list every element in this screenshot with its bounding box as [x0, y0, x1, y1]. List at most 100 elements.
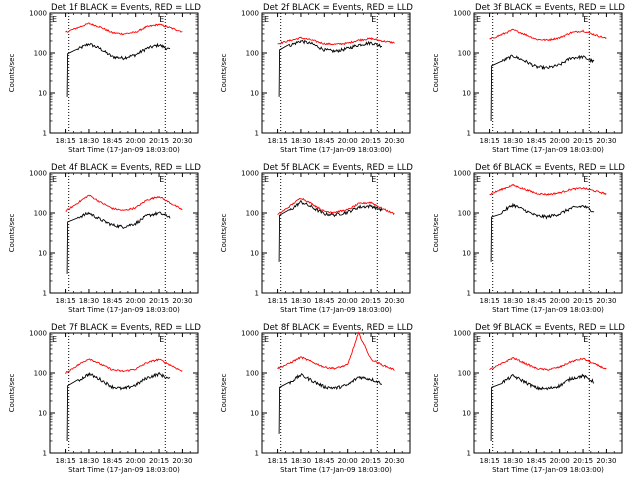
x-tick-label: 18:30 — [503, 457, 523, 465]
y-tick-label: 10 — [462, 90, 471, 98]
x-axis-label: Start Time (17-Jan-09 18:03:00) — [68, 306, 180, 314]
y-tick-label: 10 — [250, 250, 259, 258]
series-line-lld — [65, 358, 183, 374]
y-tick-label: 1000 — [453, 170, 471, 178]
x-tick-label: 20:15 — [573, 297, 593, 305]
x-tick-label: 20:30 — [384, 457, 404, 465]
plot-frame — [473, 332, 623, 454]
y-tick-label: 1000 — [241, 170, 259, 178]
x-tick-label: 18:30 — [79, 457, 99, 465]
series-line-events — [66, 210, 171, 274]
y-tick-label: 100 — [458, 50, 471, 58]
x-tick-label: 18:45 — [102, 137, 122, 145]
panel-7: Det 7f BLACK = Events, RED = LLD 1 10 100 10… — [8, 323, 201, 474]
plot-frame — [49, 332, 199, 454]
y-axis-label: Counts/sec — [8, 214, 16, 253]
x-tick-label: 18:15 — [267, 137, 287, 145]
x-tick-label: 18:15 — [479, 297, 499, 305]
x-tick-label: 20:15 — [573, 137, 593, 145]
x-tick-label: 18:45 — [314, 297, 334, 305]
panel-title: Det 6f BLACK = Events, RED = LLD — [475, 163, 625, 173]
series-line-events — [278, 372, 383, 434]
panel-title: Det 2f BLACK = Events, RED = LLD — [263, 3, 413, 13]
eclipse-marker-end: E — [371, 175, 376, 184]
x-tick-label: 20:00 — [126, 457, 146, 465]
x-tick-label: 20:30 — [596, 137, 616, 145]
x-tick-label: 20:00 — [338, 457, 358, 465]
eclipse-marker-start: E — [264, 335, 269, 344]
eclipse-marker-start: E — [264, 15, 269, 24]
y-tick-label: 1000 — [29, 170, 47, 178]
y-axis-label: Counts/sec — [8, 374, 16, 413]
series-line-lld — [65, 194, 183, 212]
x-tick-label: 20:00 — [338, 137, 358, 145]
plot-frame — [473, 12, 623, 134]
x-tick-label: 20:15 — [149, 457, 169, 465]
panel-title: Det 5f BLACK = Events, RED = LLD — [263, 163, 413, 173]
y-tick-label: 1 — [255, 290, 259, 298]
eclipse-marker-start: E — [476, 335, 481, 344]
x-tick-label: 18:30 — [79, 137, 99, 145]
x-tick-label: 20:15 — [361, 457, 381, 465]
panel-9: Det 9f BLACK = Events, RED = LLD 1 10 100 10… — [432, 323, 625, 474]
series-line-lld — [277, 331, 395, 371]
y-tick-label: 100 — [34, 50, 47, 58]
y-tick-label: 100 — [246, 210, 259, 218]
x-tick-label: 20:15 — [573, 457, 593, 465]
y-axis-label: Counts/sec — [432, 214, 440, 253]
x-tick-label: 18:15 — [55, 137, 75, 145]
y-tick-label: 1 — [467, 450, 471, 458]
y-tick-label: 10 — [462, 410, 471, 418]
series-line-events — [490, 373, 595, 442]
x-tick-label: 20:00 — [550, 457, 570, 465]
x-axis-label: Start Time (17-Jan-09 18:03:00) — [492, 466, 604, 474]
x-tick-label: 20:30 — [172, 297, 192, 305]
y-tick-label: 100 — [458, 210, 471, 218]
panel-title: Det 7f BLACK = Events, RED = LLD — [51, 323, 201, 333]
panel-4: Det 4f BLACK = Events, RED = LLD 1 10 100 10… — [8, 163, 201, 314]
x-tick-label: 20:00 — [550, 137, 570, 145]
y-axis-label: Counts/sec — [432, 54, 440, 93]
eclipse-marker-start: E — [476, 15, 481, 24]
series-line-lld — [489, 28, 607, 42]
x-axis-label: Start Time (17-Jan-09 18:03:00) — [492, 306, 604, 314]
plot-frame — [261, 332, 411, 454]
panel-title: Det 4f BLACK = Events, RED = LLD — [51, 163, 201, 173]
y-tick-label: 100 — [458, 370, 471, 378]
eclipse-marker-end: E — [159, 335, 164, 344]
plot-frame — [49, 172, 199, 294]
y-tick-label: 1000 — [29, 10, 47, 18]
y-tick-label: 10 — [38, 410, 47, 418]
y-tick-label: 1 — [43, 130, 47, 138]
y-tick-label: 10 — [38, 250, 47, 258]
series-line-lld — [277, 197, 395, 216]
series-line-lld — [489, 357, 607, 371]
y-tick-label: 1 — [467, 130, 471, 138]
series-line-events — [490, 54, 595, 122]
x-tick-label: 18:15 — [267, 297, 287, 305]
plot-frame — [261, 172, 411, 294]
x-axis-label: Start Time (17-Jan-09 18:03:00) — [280, 146, 392, 154]
y-tick-label: 1000 — [241, 10, 259, 18]
y-axis-label: Counts/sec — [8, 54, 16, 93]
x-tick-label: 18:15 — [479, 457, 499, 465]
x-tick-label: 20:15 — [149, 137, 169, 145]
x-tick-label: 18:15 — [267, 457, 287, 465]
x-tick-label: 20:30 — [172, 457, 192, 465]
y-tick-label: 100 — [246, 370, 259, 378]
eclipse-marker-start: E — [52, 335, 57, 344]
x-tick-label: 18:45 — [314, 457, 334, 465]
x-tick-label: 20:00 — [338, 297, 358, 305]
y-tick-label: 10 — [462, 250, 471, 258]
y-tick-label: 100 — [246, 50, 259, 58]
x-tick-label: 20:30 — [596, 297, 616, 305]
y-tick-label: 1 — [43, 450, 47, 458]
y-tick-label: 1000 — [453, 330, 471, 338]
plot-frame — [49, 12, 199, 134]
eclipse-marker-end: E — [159, 175, 164, 184]
series-line-events — [66, 42, 171, 97]
x-tick-label: 18:30 — [79, 297, 99, 305]
x-tick-label: 20:30 — [172, 137, 192, 145]
eclipse-marker-end: E — [583, 335, 588, 344]
series-line-events — [66, 371, 171, 442]
